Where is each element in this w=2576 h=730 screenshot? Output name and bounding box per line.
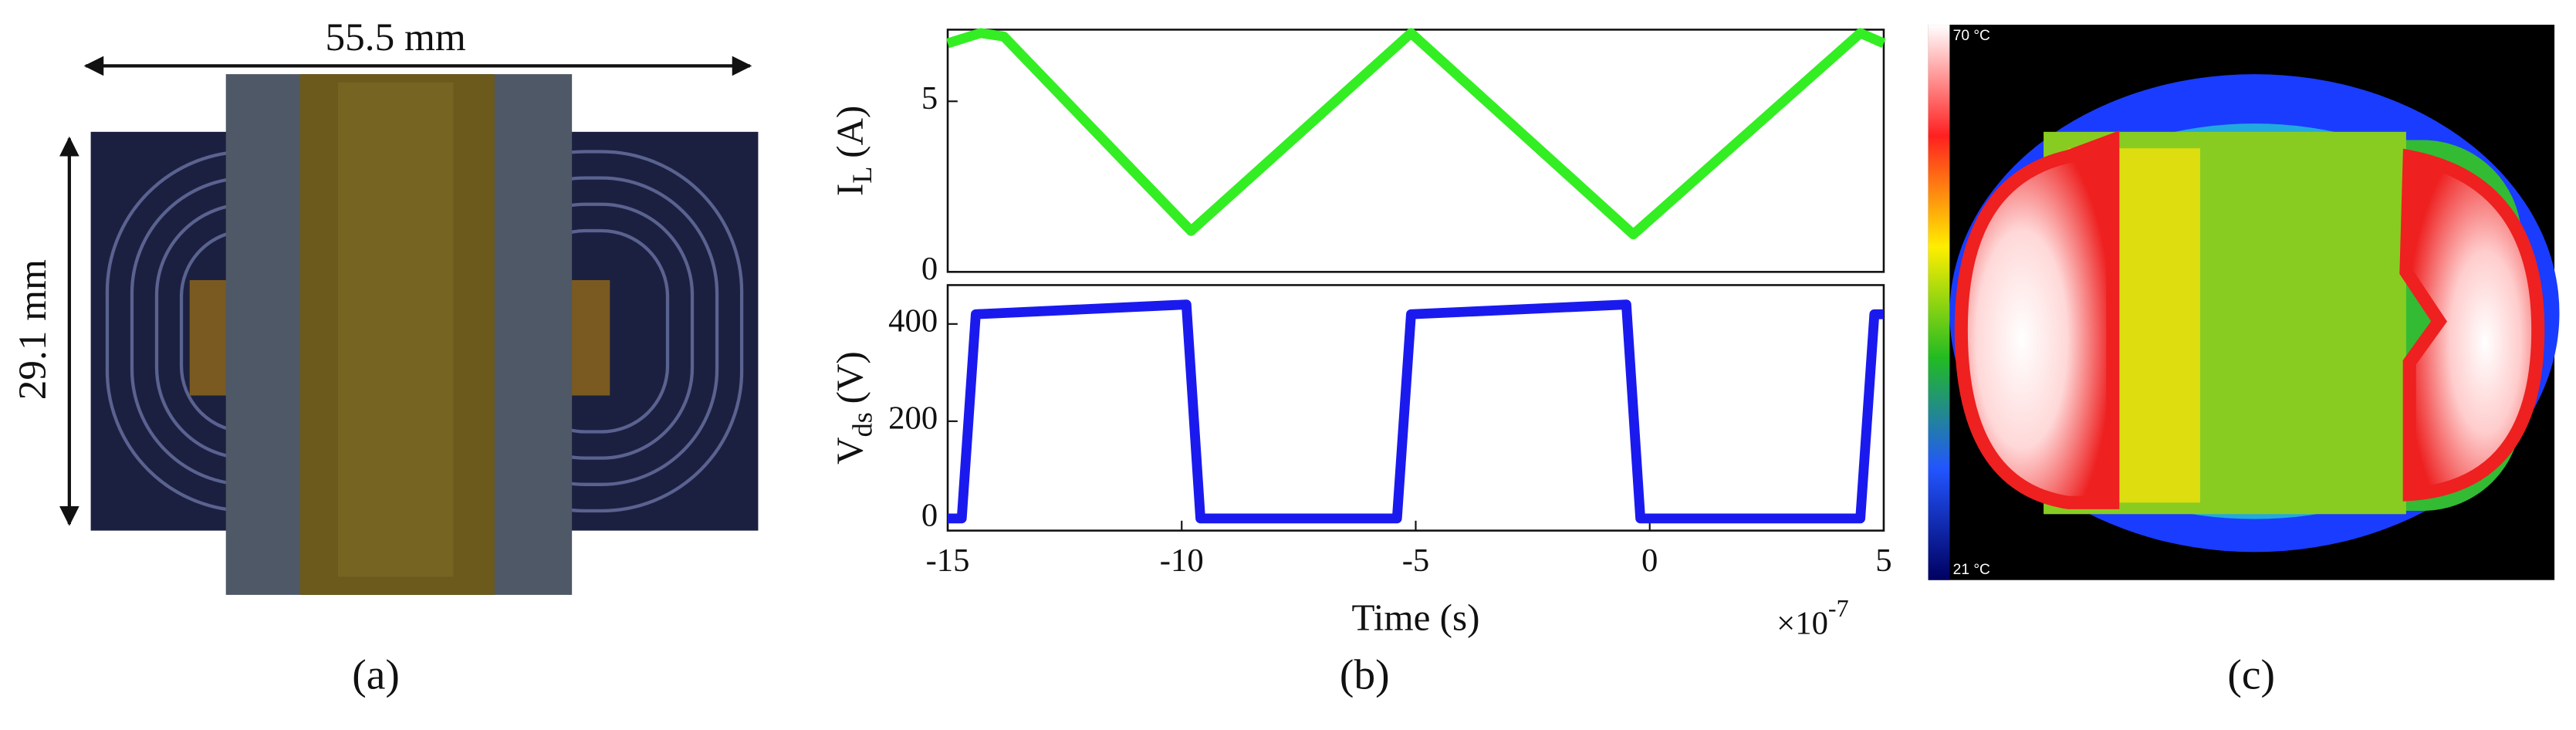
x-tick-label: 0 <box>1641 542 1658 579</box>
x-multiplier: ×10-7 <box>1776 595 1848 642</box>
y-tick-label: 5 <box>921 80 938 117</box>
panel-label: (b) <box>1340 652 1390 699</box>
y-axis-label-sub: L <box>847 167 878 184</box>
y-tick-label: 0 <box>921 251 938 287</box>
y-axis-label-unit: (V) <box>829 351 871 404</box>
height-label: 29.1 mm <box>11 259 55 400</box>
x-axis-label: Time (s) <box>1351 596 1479 638</box>
x-multiplier-base: ×10 <box>1776 605 1828 641</box>
plot-frame <box>946 284 1885 532</box>
min-temp-label: 21 °C <box>1953 562 1990 578</box>
x-tick-label: 5 <box>1875 542 1891 579</box>
data-line <box>946 28 1886 240</box>
x-tick-label: -10 <box>1160 542 1204 579</box>
panel-label: (c) <box>2227 652 2275 699</box>
width-label: 55.5 mm <box>326 15 466 59</box>
y-axis-label-unit: (A) <box>829 106 871 158</box>
y-tick-label: 400 <box>888 303 938 340</box>
data-line <box>948 299 1884 524</box>
y-axis-label-main: V <box>829 437 871 464</box>
y-axis-label-sub: ds <box>847 412 878 437</box>
x-multiplier-exponent: -7 <box>1828 595 1849 623</box>
x-tick-label: -5 <box>1402 542 1430 579</box>
thermal-image <box>1928 25 2560 580</box>
y-tick-label: 200 <box>888 400 938 437</box>
y-axis-label: Vds (V) <box>829 351 878 465</box>
photo <box>90 74 759 595</box>
max-temp-label: 70 °C <box>1953 28 1990 44</box>
y-axis-label: IL (A) <box>829 106 878 196</box>
y-tick-label: 0 <box>921 498 938 534</box>
plot-frame <box>946 29 1885 273</box>
panel-label: (a) <box>352 652 400 699</box>
x-tick-label: -15 <box>926 542 970 579</box>
y-axis-label-main: I <box>829 184 871 196</box>
